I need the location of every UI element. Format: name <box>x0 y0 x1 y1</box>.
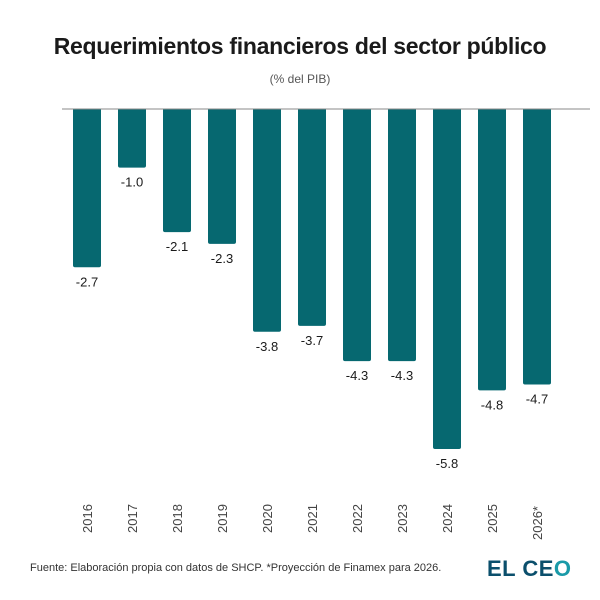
data-label: -2.3 <box>211 251 233 266</box>
x-tick-label: 2021 <box>305 504 320 533</box>
bar-2023 <box>388 109 416 362</box>
chart-subtitle: (% del PIB) <box>269 72 331 86</box>
data-label: -3.7 <box>301 333 323 348</box>
logo-text: EL CE <box>487 556 554 581</box>
x-tick-label: 2023 <box>395 504 410 533</box>
x-tick-label: 2026* <box>530 506 545 540</box>
chart-title: Requerimientos financieros del sector pú… <box>53 33 547 59</box>
data-label: -2.1 <box>166 239 188 254</box>
bar-2021 <box>298 109 326 326</box>
bar-2020 <box>253 109 281 332</box>
x-tick-label: 2019 <box>215 504 230 533</box>
bar-2024 <box>433 109 461 449</box>
logo-o: O <box>553 556 572 581</box>
bar-2017 <box>118 109 146 168</box>
bar-2026* <box>523 109 551 385</box>
data-label: -4.7 <box>526 392 548 407</box>
bar-2022 <box>343 109 371 362</box>
el-ceo-logo: EL CEO <box>487 556 572 582</box>
x-tick-label: 2024 <box>440 504 455 533</box>
x-tick-label: 2025 <box>485 504 500 533</box>
data-label: -4.3 <box>391 368 413 383</box>
bar-2025 <box>478 109 506 391</box>
x-tick-label: 2017 <box>125 504 140 533</box>
bar-2019 <box>208 109 236 244</box>
bar-2018 <box>163 109 191 233</box>
x-tick-label: 2018 <box>170 504 185 533</box>
bar-2016 <box>73 109 101 268</box>
data-label: -3.8 <box>256 339 278 354</box>
x-tick-label: 2016 <box>80 504 95 533</box>
data-label: -1.0 <box>121 175 143 190</box>
data-label: -5.8 <box>436 456 458 471</box>
data-label: -4.3 <box>346 368 368 383</box>
x-tick-label: 2022 <box>350 504 365 533</box>
data-label: -2.7 <box>76 274 98 289</box>
data-label: -4.8 <box>481 397 503 412</box>
x-tick-label: 2020 <box>260 504 275 533</box>
source-note: Fuente: Elaboración propia con datos de … <box>30 562 442 574</box>
